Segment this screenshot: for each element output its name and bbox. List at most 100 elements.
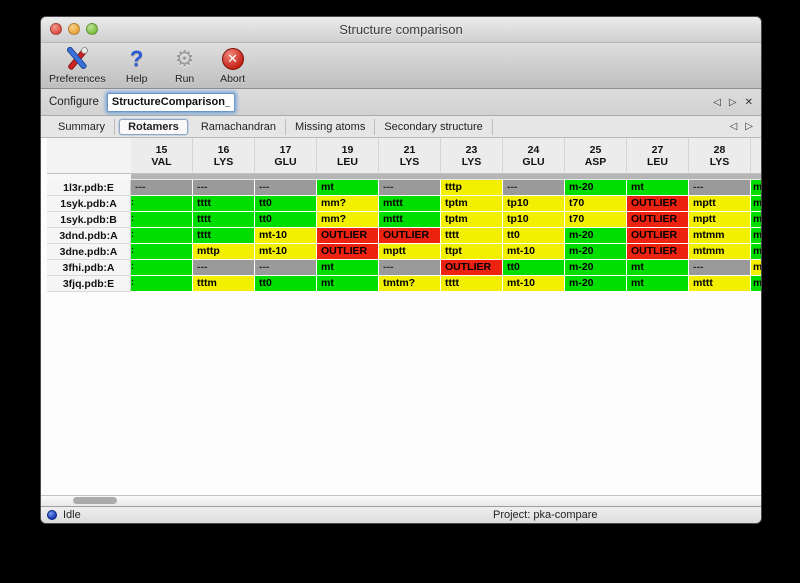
rotamer-cell[interactable]: : — [131, 244, 193, 260]
rotamer-cell[interactable]: tptm — [441, 196, 503, 212]
rotamer-cell[interactable]: tttt — [193, 196, 255, 212]
rotamer-cell[interactable]: tp10 — [503, 212, 565, 228]
rotamer-cell[interactable]: : — [131, 212, 193, 228]
rotamer-cell[interactable]: --- — [689, 260, 751, 276]
rotamer-cell[interactable]: OUTLIER — [317, 228, 379, 244]
tab-secondary-structure[interactable]: Secondary structure — [375, 118, 493, 135]
rotamer-cell[interactable]: tttt — [441, 228, 503, 244]
rotamer-cell[interactable]: m-20 — [565, 228, 627, 244]
rotamer-cell[interactable]: m-20 — [565, 244, 627, 260]
rotamer-cell[interactable]: OUTLIER — [627, 196, 689, 212]
rotamer-cell[interactable]: ttpt — [441, 244, 503, 260]
rotamer-cell[interactable]: : — [131, 228, 193, 244]
prev-config-icon[interactable]: ◁ — [713, 96, 721, 108]
rotamer-cell[interactable]: --- — [379, 180, 441, 196]
rotamer-cell[interactable]: mt-10 — [255, 244, 317, 260]
preferences-button[interactable]: Preferences — [49, 46, 106, 85]
rotamer-cell[interactable]: mt — [627, 260, 689, 276]
row-label[interactable]: 1l3r.pdb:E — [47, 180, 131, 196]
rotamer-cell[interactable]: mm? — [317, 212, 379, 228]
tab-summary[interactable]: Summary — [49, 118, 116, 135]
rotamer-cell[interactable]: OUTLIER — [627, 244, 689, 260]
rotamer-cell[interactable]: tttp — [441, 180, 503, 196]
rotamer-cell[interactable]: mtmm — [689, 244, 751, 260]
rotamer-cell[interactable]: --- — [255, 260, 317, 276]
rotamer-cell[interactable]: : — [131, 260, 193, 276]
rotamer-cell[interactable]: tptm — [441, 212, 503, 228]
row-label[interactable]: 3dnd.pdb:A — [47, 228, 131, 244]
minimize-window-button[interactable] — [68, 23, 80, 35]
rotamer-cell[interactable]: --- — [193, 260, 255, 276]
scrollbar-thumb[interactable] — [73, 497, 117, 504]
rotamer-cell[interactable]: mt — [627, 276, 689, 292]
rotamer-cell[interactable]: mt-10 — [255, 228, 317, 244]
configuration-name-input[interactable] — [106, 92, 235, 112]
rotamer-cell[interactable]: --- — [503, 180, 565, 196]
rotamer-cell[interactable]: mm? — [317, 196, 379, 212]
rotamer-cell[interactable]: tt0 — [255, 212, 317, 228]
rotamer-cell[interactable]: mptt — [689, 196, 751, 212]
close-config-icon[interactable]: ✕ — [744, 96, 753, 108]
rotamer-cell[interactable]: mt — [317, 180, 379, 196]
rotamer-cell-partial[interactable]: m — [751, 180, 761, 196]
rotamer-cell[interactable]: OUTLIER — [317, 244, 379, 260]
rotamer-cell[interactable]: mtmm — [689, 228, 751, 244]
rotamer-cell[interactable]: tt0 — [503, 260, 565, 276]
rotamer-cell[interactable]: --- — [255, 180, 317, 196]
rotamer-cell[interactable]: mttt — [689, 276, 751, 292]
rotamer-cell-partial[interactable]: m — [751, 196, 761, 212]
rotamer-cell[interactable]: tp10 — [503, 196, 565, 212]
rotamer-cell[interactable]: tt0 — [255, 196, 317, 212]
rotamer-cell[interactable]: m-20 — [565, 180, 627, 196]
rotamer-cell[interactable]: --- — [193, 180, 255, 196]
rotamer-cell[interactable]: mttp — [193, 244, 255, 260]
rotamer-cell-partial[interactable]: m — [751, 228, 761, 244]
run-button[interactable]: ⚙ Run — [168, 46, 202, 86]
rotamer-cell[interactable]: t70 — [565, 212, 627, 228]
rotamer-cell[interactable]: mttt — [379, 212, 441, 228]
rotamer-cell[interactable]: --- — [379, 260, 441, 276]
horizontal-scrollbar[interactable] — [41, 495, 761, 506]
rotamer-cell[interactable]: : — [131, 196, 193, 212]
rotamer-cell[interactable]: --- — [131, 180, 193, 196]
rotamer-cell[interactable]: m-20 — [565, 260, 627, 276]
rotamer-cell[interactable]: OUTLIER — [627, 228, 689, 244]
rotamer-cell[interactable]: m-20 — [565, 276, 627, 292]
row-label[interactable]: 3dne.pdb:A — [47, 244, 131, 260]
tab-ramachandran[interactable]: Ramachandran — [192, 118, 287, 135]
next-config-icon[interactable]: ▷ — [728, 96, 737, 108]
rotamer-cell[interactable]: --- — [689, 180, 751, 196]
rotamer-cell[interactable]: tttm — [193, 276, 255, 292]
rotamer-cell[interactable]: mt — [317, 260, 379, 276]
rotamer-cell[interactable]: OUTLIER — [627, 212, 689, 228]
rotamer-cell[interactable]: tmtm? — [379, 276, 441, 292]
next-tab-icon[interactable]: ▷ — [745, 121, 753, 132]
rotamer-cell[interactable]: tttt — [441, 276, 503, 292]
rotamer-cell-partial[interactable]: m — [751, 244, 761, 260]
zoom-window-button[interactable] — [86, 23, 98, 35]
tab-rotamers[interactable]: Rotamers — [119, 118, 188, 135]
rotamer-cell[interactable]: mptt — [379, 244, 441, 260]
rotamer-cell-partial[interactable]: m — [751, 260, 761, 276]
rotamer-cell[interactable]: tt0 — [503, 228, 565, 244]
help-button[interactable]: ? Help — [120, 46, 154, 86]
rotamer-cell[interactable]: mttt — [379, 196, 441, 212]
rotamer-cell[interactable]: t70 — [565, 196, 627, 212]
abort-button[interactable]: ✕ Abort — [216, 46, 250, 85]
rotamer-cell-partial[interactable]: m — [751, 276, 761, 292]
row-label[interactable]: 3fhi.pdb:A — [47, 260, 131, 276]
rotamer-cell[interactable]: mt — [627, 180, 689, 196]
rotamer-cell[interactable]: mt-10 — [503, 244, 565, 260]
rotamer-cell[interactable]: tttt — [193, 212, 255, 228]
row-label[interactable]: 3fjq.pdb:E — [47, 276, 131, 292]
rotamer-cell-partial[interactable]: m — [751, 212, 761, 228]
row-label[interactable]: 1syk.pdb:A — [47, 196, 131, 212]
prev-tab-icon[interactable]: ◁ — [729, 121, 738, 132]
close-window-button[interactable] — [50, 23, 62, 35]
rotamer-cell[interactable]: tt0 — [255, 276, 317, 292]
rotamer-cell[interactable]: OUTLIER — [441, 260, 503, 276]
rotamer-cell[interactable]: OUTLIER — [379, 228, 441, 244]
row-label[interactable]: 1syk.pdb:B — [47, 212, 131, 228]
rotamer-cell[interactable]: tttt — [193, 228, 255, 244]
rotamer-cell[interactable]: mt-10 — [503, 276, 565, 292]
